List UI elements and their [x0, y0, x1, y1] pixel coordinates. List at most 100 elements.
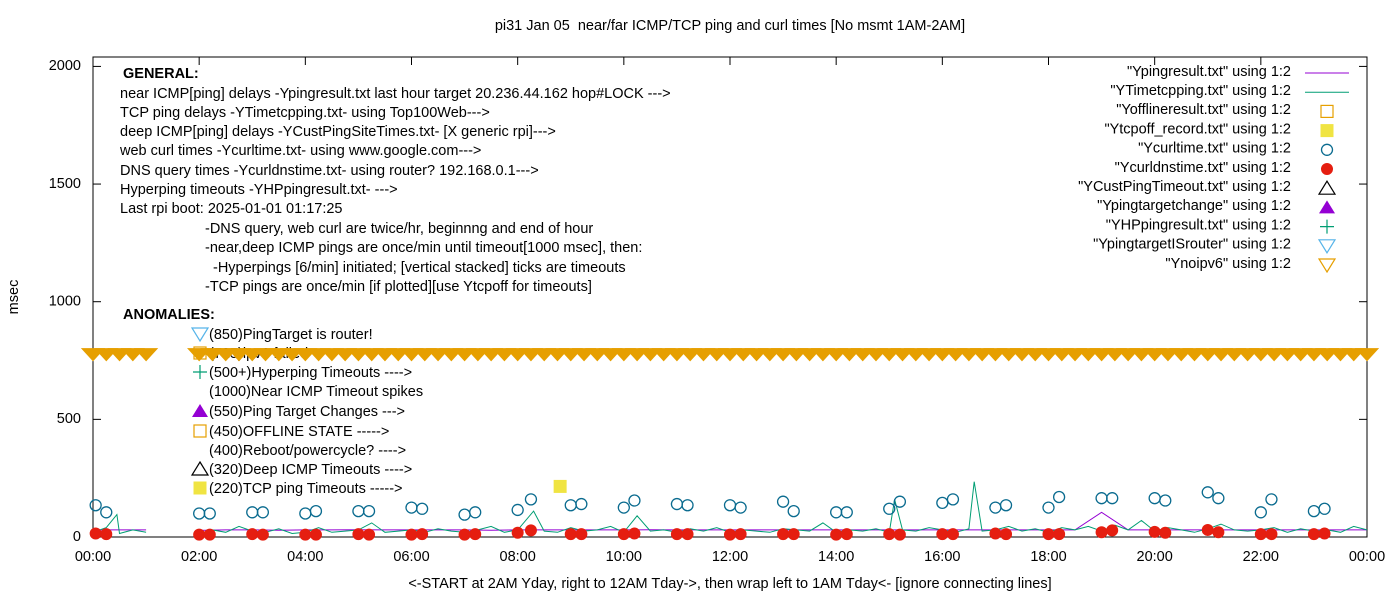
data-point: [363, 528, 376, 541]
data-point: [1159, 526, 1172, 539]
annotation-symbol: [193, 424, 207, 438]
data-point: [1254, 528, 1267, 541]
data-point: [1201, 486, 1214, 499]
data-point: [1354, 348, 1380, 362]
annotation: -TCP pings are once/min [if plotted][use…: [205, 279, 592, 295]
data-point: [575, 497, 588, 511]
legend-label: "Ytcpoff_record.txt" using 1:2: [1104, 121, 1291, 137]
data-point: [256, 528, 269, 541]
data-point: [1000, 528, 1013, 541]
data-point: [133, 348, 159, 362]
data-point: [883, 502, 896, 515]
data-point: [352, 528, 365, 541]
data-point: [628, 527, 641, 540]
data-point: [1159, 494, 1172, 507]
data-point: [1053, 528, 1066, 541]
data-point: [415, 502, 429, 515]
x-tick-label: 06:00: [393, 549, 429, 565]
x-tick-label: 08:00: [500, 549, 536, 565]
data-point: [193, 528, 206, 541]
data-point: [840, 506, 853, 519]
data-point: [553, 479, 567, 493]
data-point: [1042, 528, 1055, 541]
data-point: [893, 528, 906, 541]
data-point: [89, 499, 102, 512]
data-point: [458, 508, 471, 521]
annotation: DNS query times -Ycurldnstime.txt- using…: [120, 163, 539, 179]
data-point: [524, 524, 537, 537]
data-point: [458, 528, 471, 541]
data-point: [617, 528, 630, 541]
data-point: [1095, 492, 1108, 505]
y-tick-label: 1000: [49, 294, 81, 310]
data-point: [564, 499, 577, 512]
data-point: [670, 497, 684, 511]
x-tick-label: 12:00: [712, 549, 748, 565]
data-point: [734, 528, 747, 541]
data-point: [830, 528, 843, 541]
legend-symbol: [1320, 143, 1334, 156]
data-point: [989, 527, 1002, 540]
data-point: [469, 506, 482, 519]
annotation: ANOMALIES:: [123, 307, 215, 323]
data-point: [524, 493, 538, 506]
x-tick-label: 22:00: [1243, 549, 1279, 565]
annotation: Hyperping timeouts -YHPpingresult.txt- -…: [120, 182, 398, 198]
data-point: [734, 501, 747, 514]
data-point: [681, 499, 694, 512]
annotation-symbol: [190, 327, 210, 343]
data-point: [1052, 490, 1066, 504]
data-point: [999, 499, 1013, 512]
data-point: [309, 504, 323, 518]
data-point: [777, 528, 790, 541]
data-point: [883, 528, 896, 541]
legend-label: "YTimetcpping.txt" using 1:2: [1110, 83, 1291, 99]
annotation: (320)Deep ICMP Timeouts ---->: [209, 462, 412, 478]
legend-label: "Ypingtargetchange" using 1:2: [1097, 198, 1291, 214]
legend-symbol: [1320, 104, 1334, 119]
x-tick-label: 20:00: [1137, 549, 1173, 565]
x-axis-label: <-START at 2AM Yday, right to 12AM Tday-…: [408, 576, 1051, 592]
data-point: [617, 501, 630, 514]
data-point: [989, 501, 1002, 514]
legend-symbol: [1320, 219, 1334, 234]
legend-symbol: [1320, 124, 1334, 138]
annotation: -Hyperpings [6/min] initiated; [vertical…: [213, 260, 626, 276]
data-point: [100, 528, 113, 541]
data-point: [203, 507, 216, 520]
data-point: [1201, 523, 1214, 536]
annotation-symbol: [193, 365, 207, 379]
data-point: [1212, 526, 1225, 539]
data-point: [299, 507, 312, 520]
annotation: (400)Reboot/powercycle? ---->: [209, 443, 406, 459]
legend-label: "Ycurltime.txt" using 1:2: [1138, 141, 1291, 157]
annotation: (220)TCP ping Timeouts ----->: [209, 481, 403, 497]
series-line: [92, 513, 147, 535]
legend-label: "YCustPingTimeout.txt" using 1:2: [1078, 179, 1291, 195]
data-point: [936, 528, 949, 541]
data-point: [575, 528, 588, 541]
data-point: [1042, 501, 1055, 514]
data-point: [1095, 526, 1108, 539]
annotation-symbol: [192, 404, 208, 417]
annotation: -DNS query, web curl are twice/hr, begin…: [205, 221, 593, 237]
data-point: [681, 528, 694, 541]
data-point: [1106, 492, 1119, 505]
annotation: GENERAL:: [123, 66, 199, 82]
data-point: [1307, 504, 1321, 518]
data-point: [787, 504, 800, 518]
annotation: (450)OFFLINE STATE ----->: [209, 424, 389, 440]
x-tick-label: 18:00: [1030, 549, 1066, 565]
data-point: [946, 528, 959, 541]
chart-title: pi31 Jan 05 near/far ICMP/TCP ping and c…: [495, 18, 965, 34]
series-line: [199, 511, 1367, 531]
data-point: [840, 528, 853, 541]
data-point: [724, 528, 736, 541]
data-point: [1265, 528, 1278, 541]
data-point: [1148, 525, 1161, 538]
annotation: near ICMP[ping] delays -Ypingresult.txt …: [120, 86, 671, 102]
x-tick-label: 16:00: [924, 549, 960, 565]
y-axis-label: msec: [6, 280, 22, 315]
data-point: [299, 528, 312, 541]
annotation: -near,deep ICMP pings are once/min until…: [205, 240, 642, 256]
